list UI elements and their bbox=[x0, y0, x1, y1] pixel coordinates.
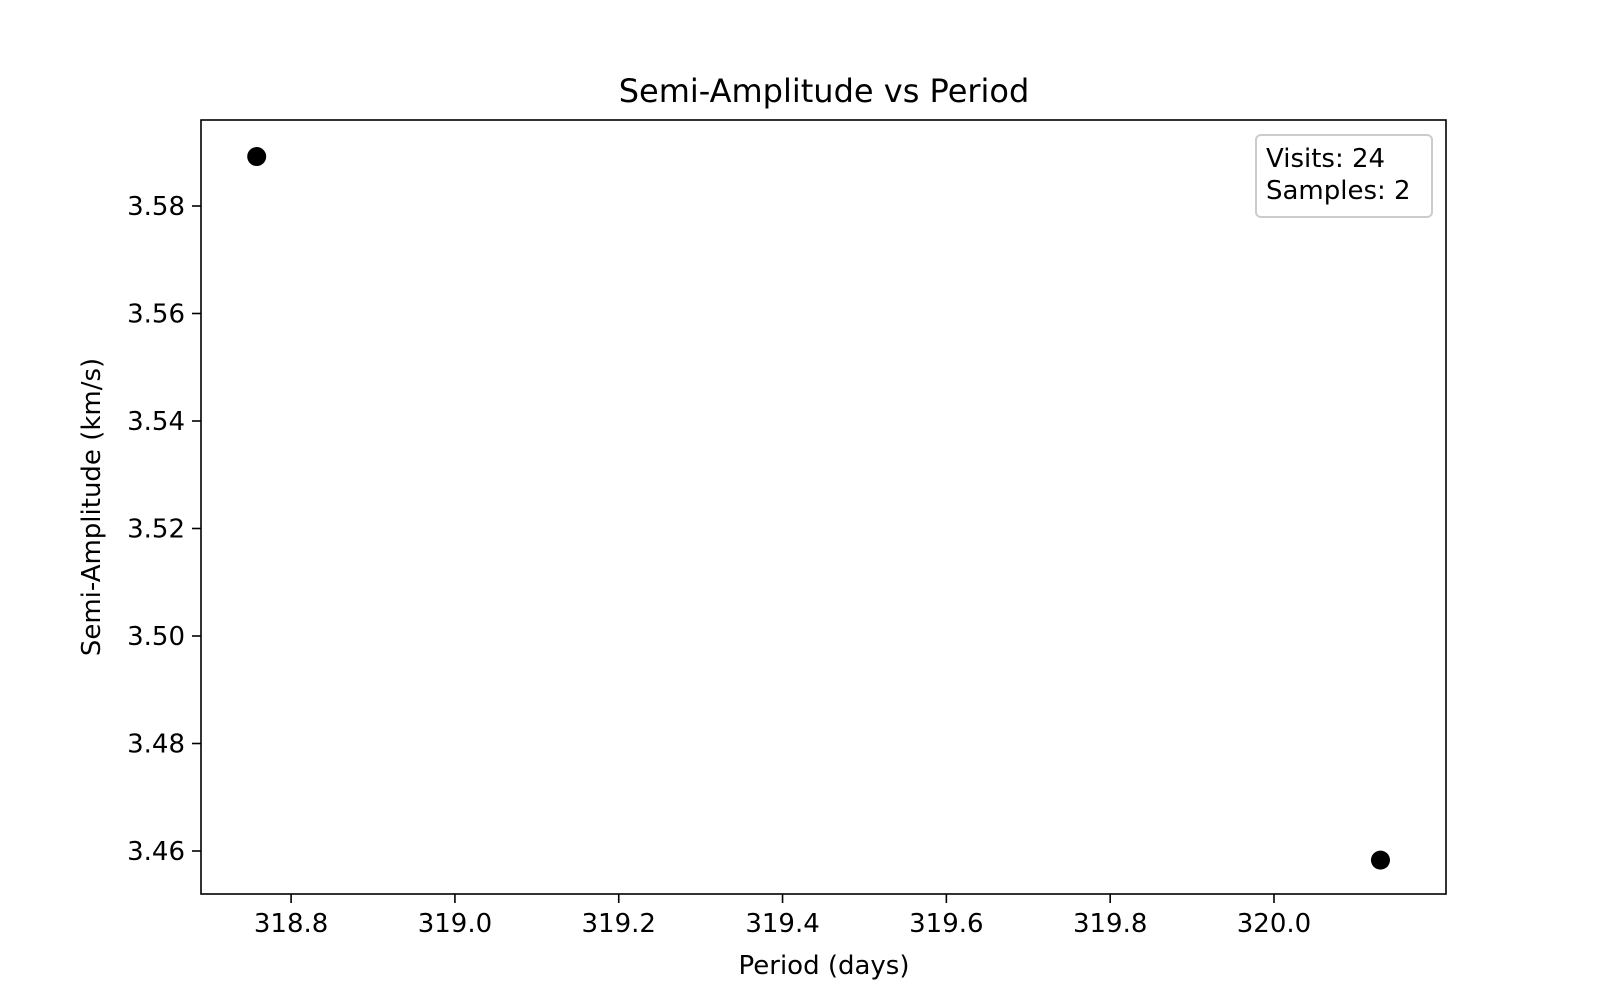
x-tick-label: 319.0 bbox=[418, 909, 492, 939]
y-tick-label: 3.54 bbox=[127, 407, 185, 437]
x-tick-label: 319.6 bbox=[909, 909, 983, 939]
chart-title: Semi-Amplitude vs Period bbox=[619, 72, 1030, 110]
data-point bbox=[247, 147, 267, 167]
y-tick-label: 3.50 bbox=[127, 622, 185, 652]
y-axis: 3.46 3.48 3.50 3.52 3.54 3.56 3.58 bbox=[127, 192, 201, 867]
x-tick-label: 320.0 bbox=[1237, 909, 1311, 939]
data-points bbox=[247, 147, 1390, 870]
x-tick-label: 319.8 bbox=[1073, 909, 1147, 939]
plot-area bbox=[200, 119, 1447, 895]
y-axis-label: Semi-Amplitude (km/s) bbox=[77, 358, 107, 656]
x-tick-label: 319.4 bbox=[745, 909, 819, 939]
legend: Visits: 24 Samples: 2 bbox=[1255, 134, 1433, 218]
legend-box bbox=[1255, 134, 1433, 218]
x-axis: 318.8 319.0 319.2 319.4 319.6 319.8 320.0 bbox=[254, 894, 1311, 939]
y-tick-label: 3.52 bbox=[127, 515, 185, 545]
x-tick-label: 318.8 bbox=[254, 909, 328, 939]
data-point bbox=[1370, 850, 1390, 870]
y-tick-label: 3.58 bbox=[127, 192, 185, 222]
y-tick-label: 3.56 bbox=[127, 300, 185, 330]
plot-frame bbox=[200, 119, 1447, 895]
x-tick-label: 319.2 bbox=[582, 909, 656, 939]
legend-visits: Visits: 24 bbox=[1266, 144, 1385, 174]
y-tick-label: 3.48 bbox=[127, 730, 185, 760]
y-tick-label: 3.46 bbox=[127, 837, 185, 867]
legend-samples: Samples: 2 bbox=[1266, 176, 1411, 206]
x-axis-label: Period (days) bbox=[739, 951, 910, 981]
